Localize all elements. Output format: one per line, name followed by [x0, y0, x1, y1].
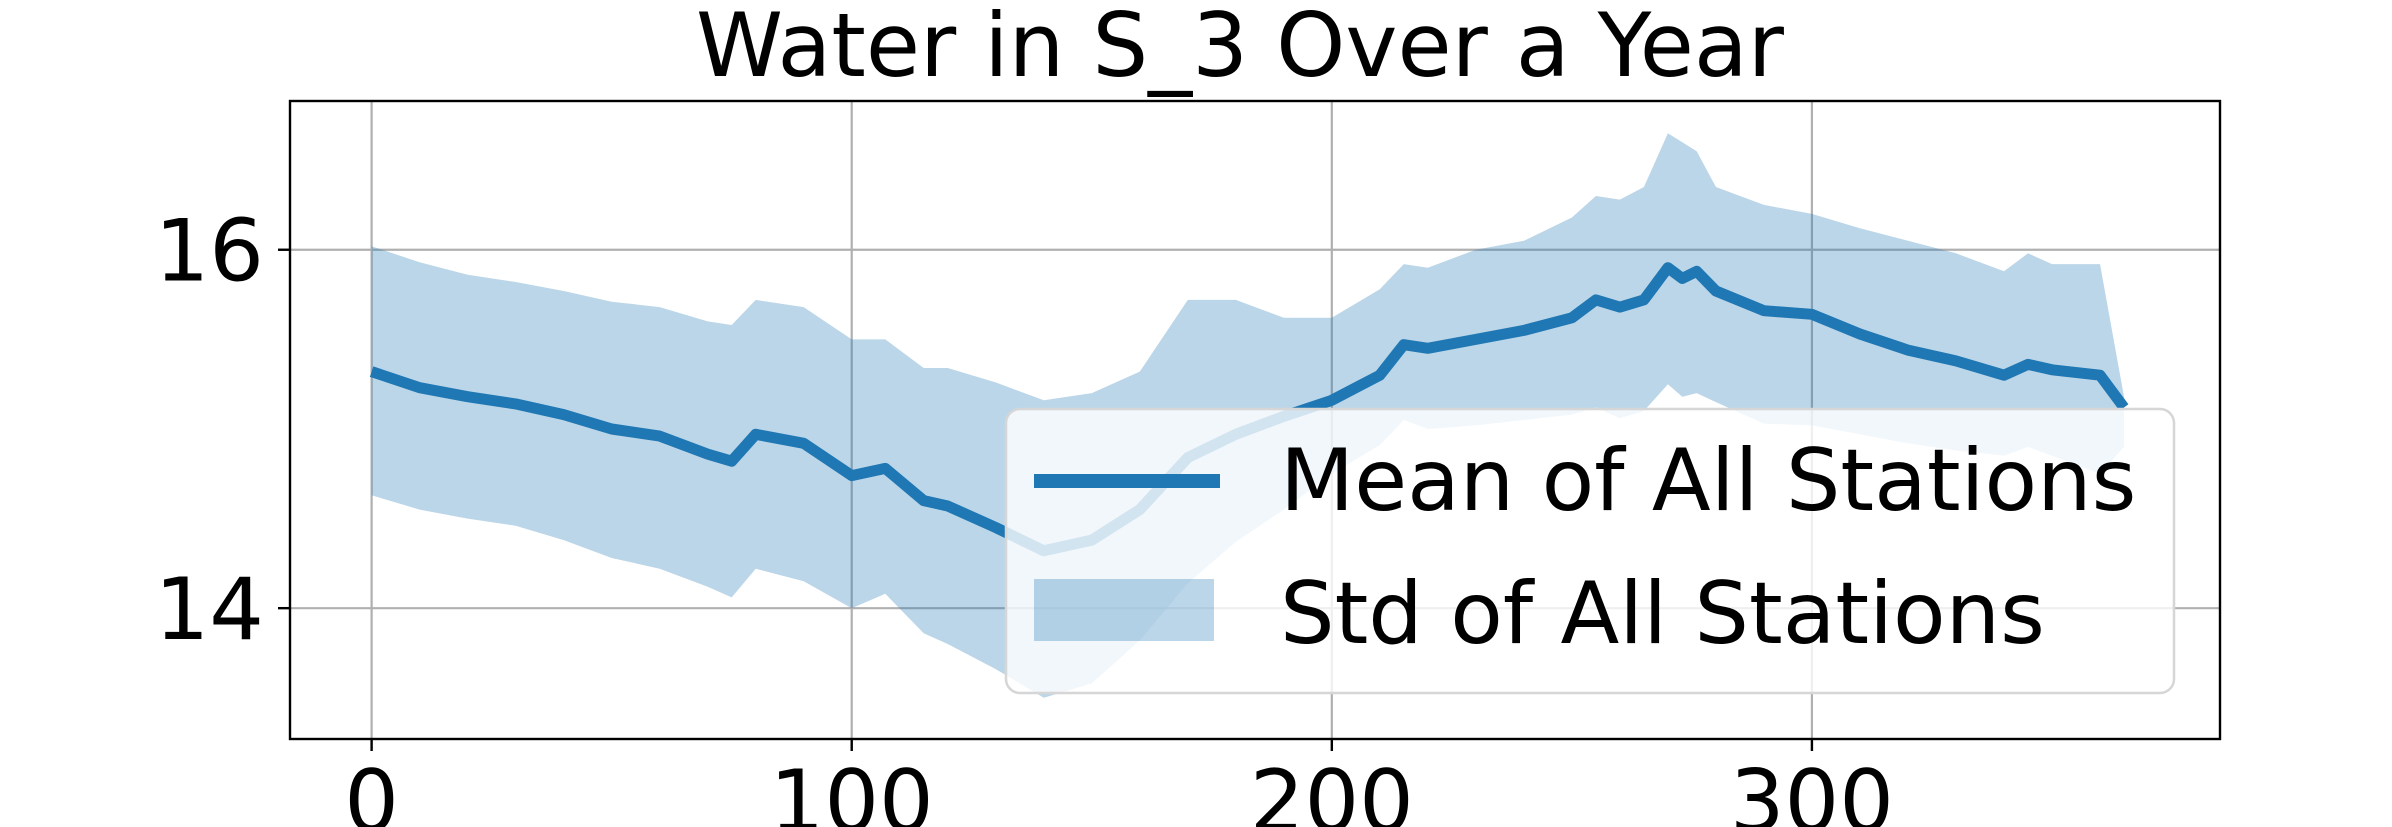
mean-line — [369, 262, 2129, 557]
legend-label-mean: Mean of All Stations — [1280, 431, 2136, 531]
x-tick-label: 300 — [1730, 752, 1894, 827]
legend-box — [1004, 407, 2176, 695]
mean-line-layer — [369, 262, 2129, 557]
y-tick-label: 16 — [155, 202, 264, 302]
legend-label-std: Std of All Stations — [1280, 564, 2045, 664]
x-tick-label: 0 — [344, 752, 399, 827]
x-tick-label: 200 — [1250, 752, 1414, 827]
plot-frame — [288, 99, 2222, 741]
y-tick-label: 14 — [155, 560, 264, 660]
legend-band-swatch — [1034, 579, 1214, 641]
chart-title: Water in S_3 Over a Year — [696, 0, 1785, 97]
tick-layer: 0 100 200 300 14 16 — [155, 202, 1894, 827]
x-tick-label: 100 — [770, 752, 934, 827]
legend: Mean of All Stations Std of All Stations — [1004, 407, 2176, 695]
